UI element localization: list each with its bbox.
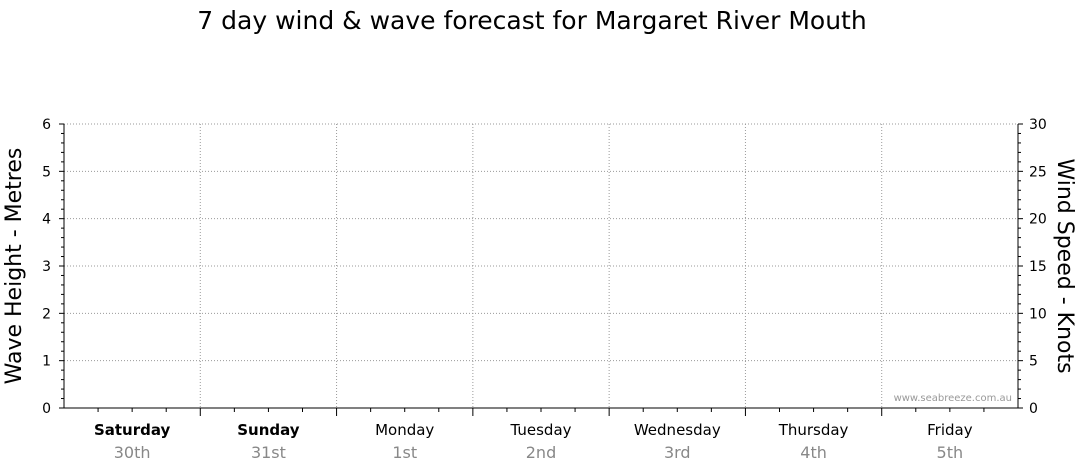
left-tick-label: 5: [42, 164, 51, 180]
right-axis-ticks: 0 5 10 15 20 25 30: [1018, 117, 1047, 417]
right-tick-label: 15: [1029, 259, 1047, 275]
left-axis-ticks: 0 1 2 3 4 5 6: [42, 117, 64, 417]
day-date-label: 1st: [392, 443, 417, 462]
right-tick-label: 20: [1029, 212, 1047, 228]
day-date-label: 5th: [937, 443, 964, 462]
left-tick-label: 2: [42, 306, 51, 322]
right-tick-label: 0: [1029, 401, 1038, 417]
day-name-label: Wednesday: [634, 421, 721, 439]
left-tick-label: 4: [42, 212, 51, 228]
day-name-label: Tuesday: [509, 421, 571, 439]
day-date-label: 3rd: [664, 443, 691, 462]
day-labels: Saturday 30th Sunday 31st Monday 1st Tuesday 2n…: [94, 421, 973, 462]
day-name-label: Friday: [927, 421, 973, 439]
left-tick-label: 1: [42, 354, 51, 370]
left-tick-label: 3: [42, 259, 51, 275]
day-name-label: Sunday: [237, 421, 300, 439]
day-name-label: Saturday: [94, 421, 171, 439]
left-tick-label: 0: [42, 401, 51, 417]
right-tick-label: 25: [1029, 164, 1047, 180]
right-tick-label: 5: [1029, 354, 1038, 370]
axes: [63, 124, 1019, 416]
chart-title: 7 day wind & wave forecast for Margaret …: [197, 6, 866, 35]
day-date-label: 2nd: [526, 443, 556, 462]
right-axis-title: Wind Speed - Knots: [1052, 158, 1077, 373]
day-date-label: 30th: [114, 443, 151, 462]
day-name-label: Thursday: [778, 421, 849, 439]
left-tick-label: 6: [42, 117, 51, 133]
day-name-label: Monday: [375, 421, 434, 439]
left-axis-title: Wave Height - Metres: [2, 148, 27, 385]
day-date-label: 31st: [251, 443, 286, 462]
day-date-label: 4th: [800, 443, 827, 462]
right-tick-label: 10: [1029, 306, 1047, 322]
watermark-text: www.seabreeze.com.au: [894, 393, 1012, 404]
right-tick-label: 30: [1029, 117, 1047, 133]
grid-lines: [64, 123, 1018, 408]
